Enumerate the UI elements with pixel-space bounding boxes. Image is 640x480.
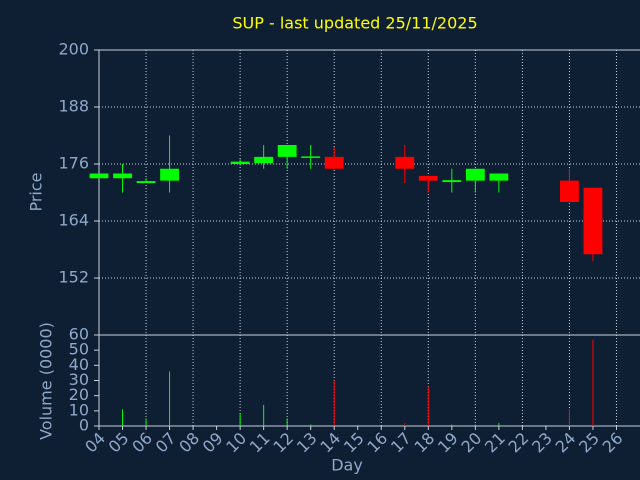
volume-bar (169, 371, 171, 426)
volume-bar (310, 424, 312, 426)
candle-body (465, 168, 485, 181)
candle-body (277, 145, 297, 157)
y-tick-label: 50 (69, 340, 89, 359)
candle-body (136, 181, 156, 183)
y-tick-label: 20 (69, 385, 89, 404)
y-tick-label: 40 (69, 355, 89, 374)
volume-bar (263, 404, 265, 426)
y-tick-label: 200 (58, 40, 89, 59)
volume-bar (122, 409, 124, 426)
y-tick-label: 164 (58, 211, 89, 230)
y-tick-label: 188 (58, 97, 89, 116)
volume-bar (145, 418, 147, 426)
candle-body (254, 156, 274, 164)
candle-body (560, 180, 579, 202)
volume-bar (498, 422, 500, 426)
volume-bar (568, 409, 570, 426)
candle-body (418, 175, 438, 181)
volume-axis-label: Volume (0000) (37, 322, 56, 440)
candle-body (301, 156, 321, 158)
y-tick-label: 60 (69, 325, 89, 344)
volume-bar (451, 424, 453, 426)
y-tick-label: 176 (58, 154, 89, 173)
x-axis-label: Day (331, 456, 363, 475)
candle-body (489, 173, 509, 181)
candle-body (230, 161, 250, 164)
candle-body (583, 187, 603, 255)
volume-bar (286, 418, 288, 426)
candle-body (89, 173, 109, 179)
volume-bar (239, 413, 241, 426)
y-tick-label: 30 (69, 370, 89, 389)
y-tick-label: 10 (69, 400, 89, 419)
volume-bar (427, 386, 429, 426)
volume-bar (592, 339, 594, 426)
price-axis-label: Price (27, 172, 46, 211)
y-tick-label: 152 (58, 268, 89, 287)
y-tick-label: 0 (79, 416, 89, 435)
candle-body (113, 173, 132, 179)
candle-body (160, 168, 179, 181)
candle-body (324, 156, 344, 169)
candle-body (395, 156, 415, 169)
chart-title: SUP - last updated 25/11/2025 (232, 14, 477, 33)
volume-bar (333, 380, 335, 426)
candle-body (442, 180, 462, 183)
volume-bar (404, 422, 406, 426)
volume-bar (474, 424, 476, 426)
